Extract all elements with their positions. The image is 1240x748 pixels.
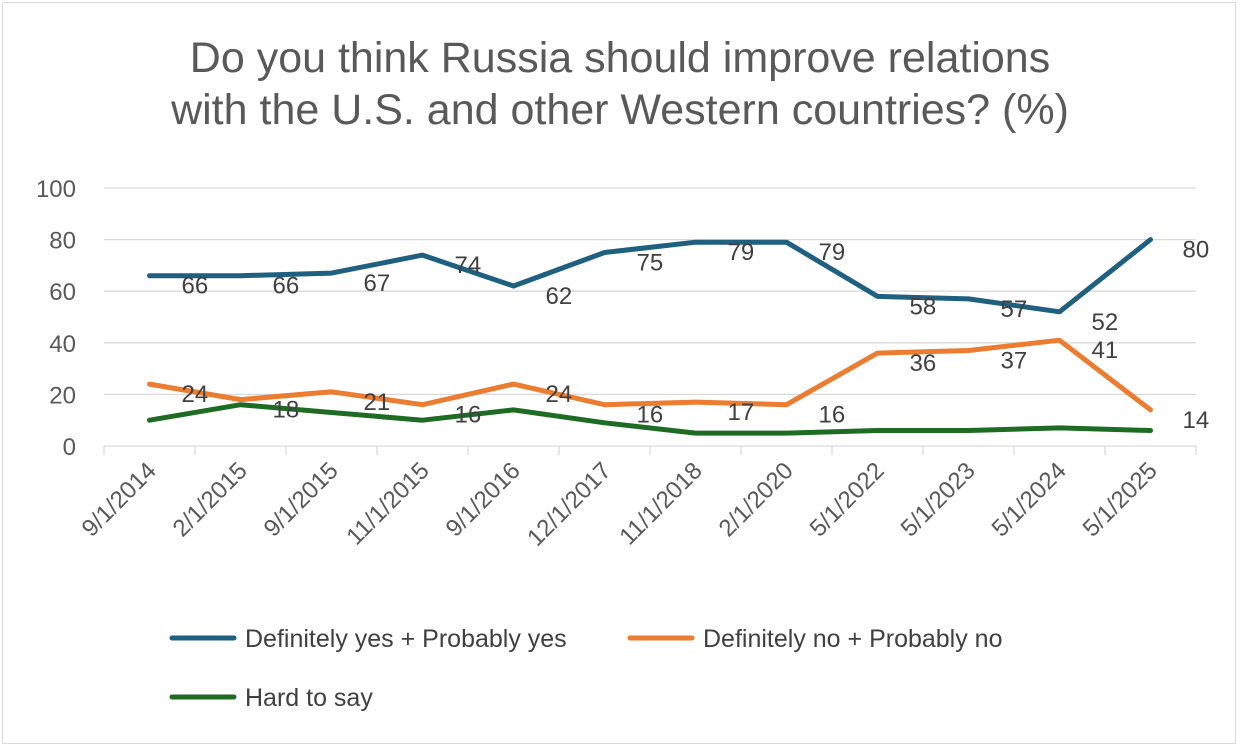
data-label: 41 [1092, 337, 1119, 364]
data-label: 75 [637, 250, 664, 277]
gridlines [104, 187, 1196, 396]
data-label: 79 [819, 239, 846, 266]
data-label: 16 [637, 402, 664, 429]
data-label: 52 [1092, 309, 1119, 336]
series-lines [147, 237, 1153, 436]
x-tick-label: 9/1/2014 [77, 457, 162, 542]
data-label: 36 [910, 350, 937, 377]
chart-title: Do you think Russia should improve relat… [0, 32, 1240, 136]
series-line-3 [147, 402, 1153, 436]
x-tick-label: 2/1/2015 [168, 457, 253, 542]
legend: Definitely yes + Probably yes Definitely … [169, 625, 1003, 712]
y-tick-label: 20 [49, 382, 76, 409]
data-label: 16 [455, 402, 482, 429]
data-label: 62 [546, 283, 573, 310]
data-label: 16 [819, 402, 846, 429]
data-label: 17 [728, 399, 755, 426]
data-label: 18 [273, 397, 300, 424]
x-tick-label: 11/1/2015 [341, 457, 434, 550]
data-label: 57 [1001, 296, 1028, 323]
x-tick-label: 5/1/2025 [1078, 457, 1163, 542]
series-line-2 [147, 337, 1153, 413]
x-tick-label: 5/1/2022 [805, 457, 890, 542]
data-labels: 66 66 67 74 62 75 79 79 58 57 52 80 24 18 21 16 24 16 17 16… [182, 237, 1210, 434]
y-tick-label: 80 [49, 228, 76, 255]
data-label: 66 [273, 273, 300, 300]
data-label: 14 [1183, 407, 1210, 434]
x-tick-label: 11/1/2018 [614, 457, 707, 550]
chart-title-line-2: with the U.S. and other Western countrie… [171, 86, 1069, 134]
data-label: 24 [546, 381, 573, 408]
series-line-1 [147, 237, 1153, 315]
data-label: 74 [455, 252, 482, 279]
x-tick-label: 9/1/2015 [259, 457, 344, 542]
data-label: 24 [182, 381, 209, 408]
legend-label: Definitely yes + Probably yes [245, 625, 567, 653]
data-label: 58 [910, 293, 937, 320]
data-label: 79 [728, 239, 755, 266]
chart-title-line-1: Do you think Russia should improve relat… [189, 34, 1051, 82]
y-tick-label: 60 [49, 279, 76, 306]
y-tick-label: 100 [36, 176, 76, 203]
data-label: 66 [182, 273, 209, 300]
data-label: 80 [1183, 237, 1210, 264]
data-label: 37 [1001, 348, 1028, 375]
x-tick-label: 5/1/2024 [987, 457, 1072, 542]
x-tick-label: 12/1/2017 [522, 457, 617, 552]
x-tick-label: 9/1/2016 [441, 457, 526, 542]
legend-label: Definitely no + Probably no [703, 625, 1003, 653]
legend-label: Hard to say [245, 684, 373, 712]
x-tick-label: 5/1/2023 [896, 457, 981, 542]
y-tick-label: 0 [63, 434, 76, 461]
data-label: 21 [364, 389, 391, 416]
y-tick-label: 40 [49, 331, 76, 358]
data-label: 67 [364, 270, 391, 297]
x-tick-label: 2/1/2020 [714, 457, 799, 542]
